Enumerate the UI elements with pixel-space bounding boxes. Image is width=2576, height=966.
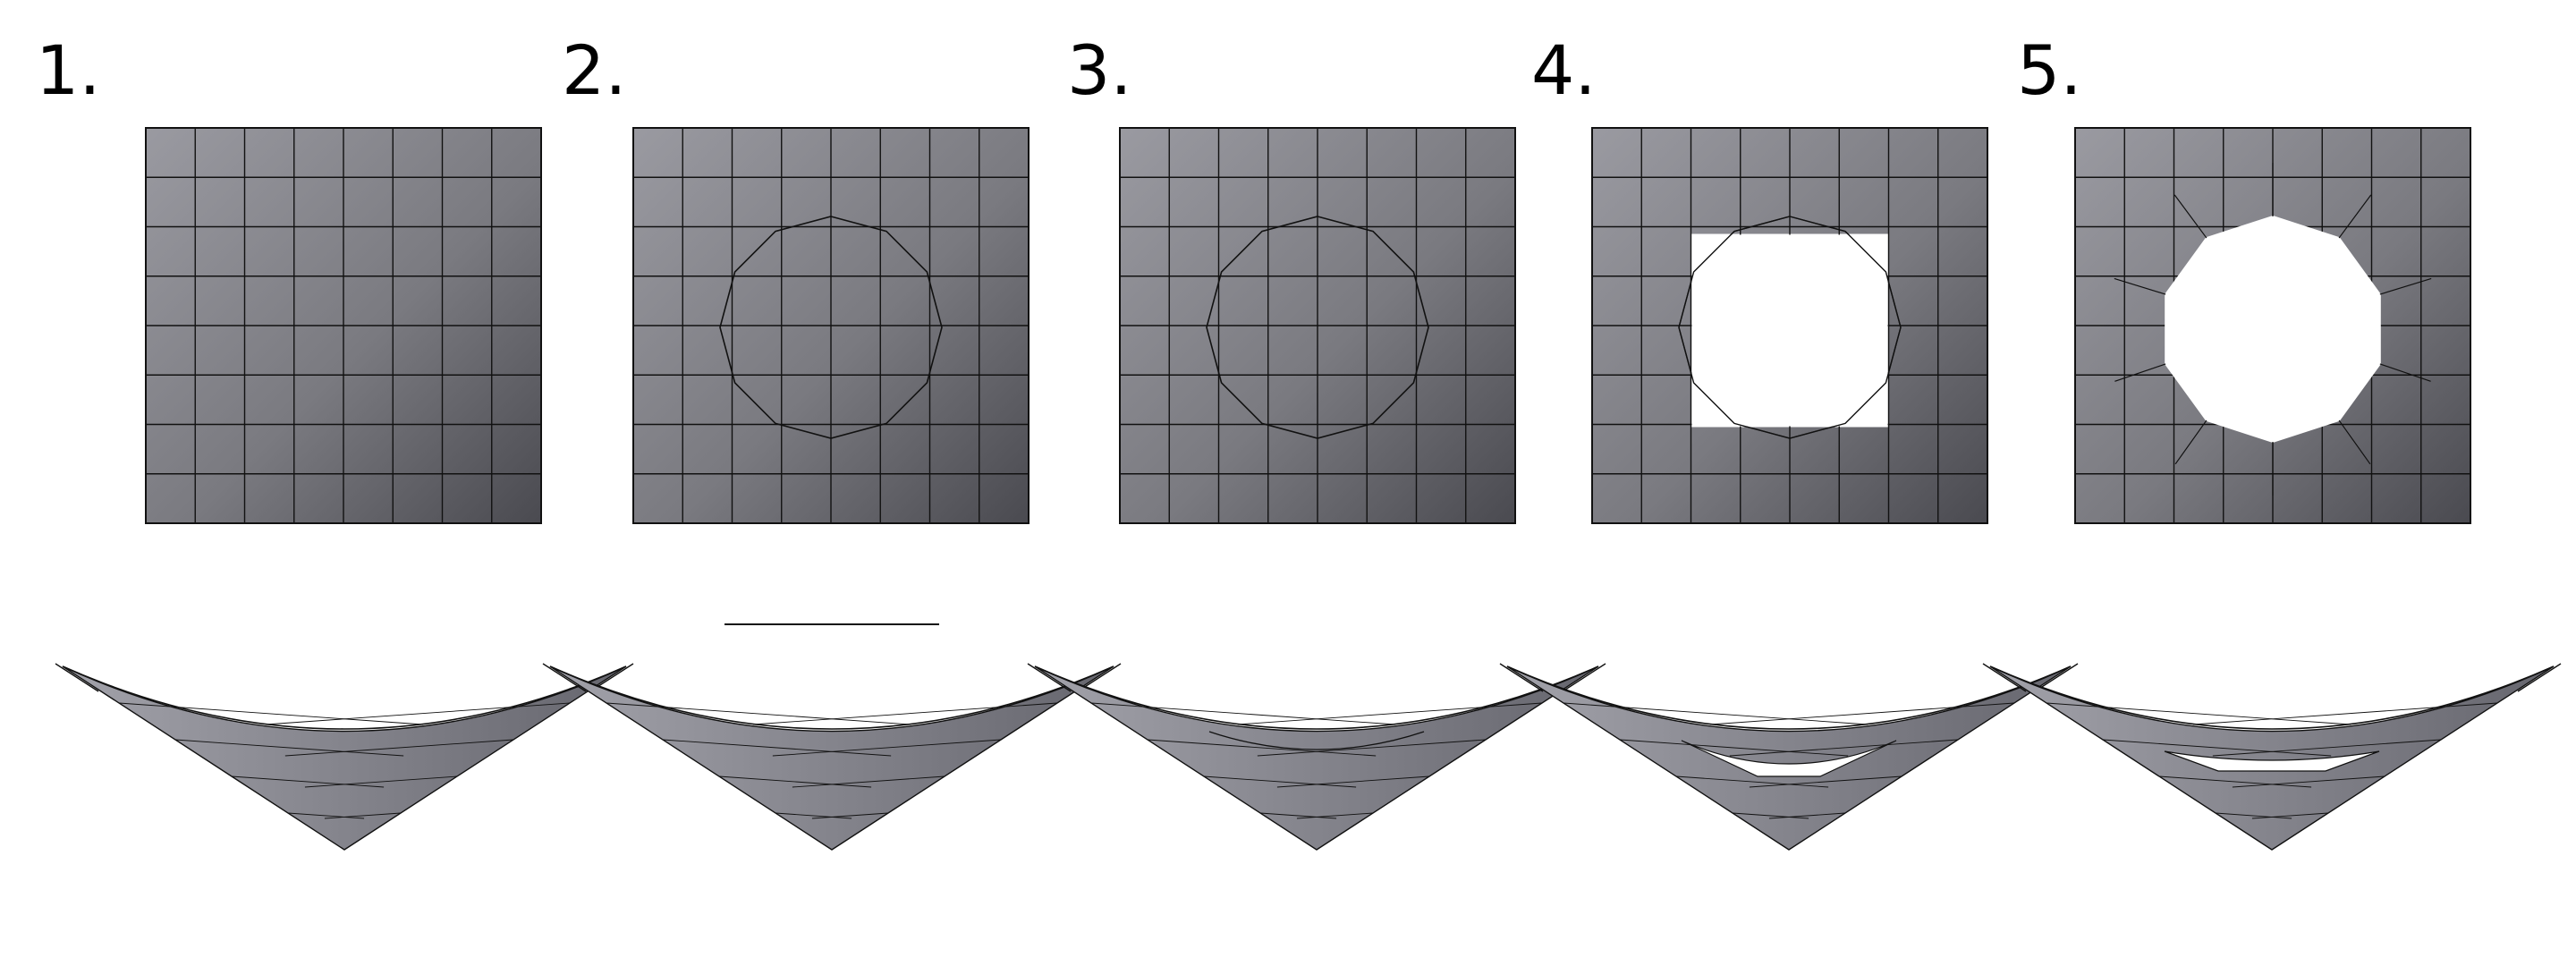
circle-outline — [719, 216, 943, 439]
mesh-line — [2212, 739, 2442, 757]
panel-grid-circle — [632, 127, 1030, 524]
panel-border — [2074, 127, 2471, 524]
hole-edge — [2114, 277, 2166, 295]
mesh-line — [2192, 702, 2498, 725]
sag-rim — [549, 665, 1114, 730]
corner-edge — [542, 663, 587, 692]
mesh-line — [662, 739, 892, 757]
mesh-line — [174, 739, 404, 757]
mesh-line — [118, 702, 424, 725]
corner-edge — [1982, 663, 2027, 692]
mesh-line — [2102, 739, 2332, 757]
hole-edge — [2174, 419, 2207, 465]
mesh-line — [752, 702, 1058, 725]
circle-outline-inner — [1678, 216, 1902, 439]
step-label-5: 5. — [2017, 30, 2082, 110]
panel-polygon-hole — [2074, 127, 2471, 524]
sag-surface — [1034, 665, 1599, 851]
mesh-line — [1619, 739, 1849, 757]
mesh-line — [1296, 812, 1374, 819]
circle-outline — [1206, 216, 1429, 439]
sag-rim — [1989, 665, 2555, 730]
mesh-line — [606, 702, 911, 725]
perspective-view-4 — [1499, 663, 2079, 851]
sag-surface — [1989, 665, 2555, 851]
mesh-line — [792, 775, 945, 788]
mesh-line — [2158, 775, 2312, 788]
mesh-line — [1675, 775, 1829, 788]
panel-border — [632, 127, 1030, 524]
mesh-line — [287, 812, 365, 819]
mesh-line — [2251, 812, 2329, 819]
hole-edge — [2174, 194, 2207, 239]
polygon-hole — [2165, 215, 2381, 444]
panel-border — [1591, 127, 1988, 524]
mesh-line — [1237, 702, 1543, 725]
step-label-4: 4. — [1531, 30, 1597, 110]
corner-edge — [2517, 663, 2562, 692]
sag-surface — [62, 665, 627, 851]
mesh-line — [2232, 775, 2385, 788]
mesh-line — [1257, 739, 1487, 757]
mesh-line — [1276, 775, 1430, 788]
panel-grid-circle-merged — [1119, 127, 1516, 524]
mesh-line — [1729, 739, 1959, 757]
mesh-line — [1090, 702, 1396, 725]
corner-edge — [1499, 663, 1544, 692]
mesh-line — [1259, 812, 1337, 819]
hole-edge — [2114, 363, 2166, 382]
perspective-view-3 — [1027, 663, 1606, 851]
sag-surface — [1506, 665, 2072, 851]
hole-edge — [2379, 363, 2431, 382]
corner-edge — [55, 663, 99, 692]
hole-opening — [1681, 740, 1897, 777]
mesh-line — [2046, 702, 2351, 725]
mesh-line — [1203, 775, 1357, 788]
hole-edge — [2379, 277, 2432, 295]
perspective-view-2 — [542, 663, 1122, 851]
hole-opening — [2164, 750, 2380, 772]
perspective-view-5 — [1982, 663, 2562, 851]
mesh-line — [1749, 775, 1902, 788]
mesh-line — [2215, 812, 2292, 819]
panel-border — [145, 127, 542, 524]
hole-fill — [1691, 234, 1888, 427]
step-label-2: 2. — [562, 30, 627, 110]
mesh-line — [284, 739, 514, 757]
mesh-line — [1732, 812, 1809, 819]
sag-surface — [549, 665, 1114, 851]
corner-edge — [1562, 663, 1606, 692]
circle-edge — [1208, 731, 1425, 750]
mesh-line — [775, 812, 852, 819]
mesh-line — [1147, 739, 1377, 757]
hole-edge — [2338, 419, 2371, 465]
mesh-line — [718, 775, 872, 788]
panel-grid — [145, 127, 542, 524]
step-label-1: 1. — [36, 30, 101, 110]
perspective-view-1 — [55, 663, 634, 851]
mesh-line — [772, 739, 1002, 757]
mesh-line — [231, 775, 385, 788]
mesh-line — [1768, 812, 1846, 819]
mesh-line — [324, 812, 402, 819]
mesh-line — [265, 702, 571, 725]
panel-square-hole — [1591, 127, 1988, 524]
mesh-line — [304, 775, 458, 788]
corner-edge — [1027, 663, 1072, 692]
mesh-line — [1709, 702, 2015, 725]
step-label-3: 3. — [1067, 30, 1132, 110]
sag-rim — [1034, 665, 1599, 730]
panel-border — [1119, 127, 1516, 524]
sag-rim — [1506, 665, 2072, 730]
hole-edge — [2338, 194, 2372, 239]
sag-rim — [62, 665, 627, 730]
mesh-line — [811, 812, 889, 819]
mesh-line — [1563, 702, 1868, 725]
